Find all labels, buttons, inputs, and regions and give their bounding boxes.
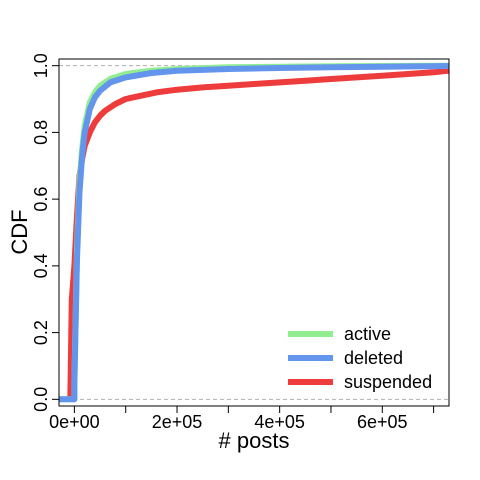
series-lines <box>59 62 450 403</box>
x-tick-label: 0e+00 <box>49 412 100 432</box>
y-axis: 0.0 0.2 0.4 0.6 0.8 1.0 <box>31 53 59 412</box>
plot-frame <box>58 58 450 407</box>
y-tick-label: 0.0 <box>31 387 51 412</box>
y-tick-label: 0.8 <box>31 120 51 145</box>
y-tick-label: 1.0 <box>31 53 51 78</box>
legend-label-suspended: suspended <box>344 372 432 392</box>
y-tick-label: 0.4 <box>31 253 51 278</box>
legend-label-deleted: deleted <box>344 348 403 368</box>
x-axis-label: # posts <box>219 428 290 453</box>
y-tick-label: 0.6 <box>31 187 51 212</box>
y-axis-label: CDF <box>7 209 32 254</box>
legend: active deleted suspended <box>288 324 432 392</box>
x-tick-label: 4e+05 <box>254 412 305 432</box>
x-tick-label: 2e+05 <box>152 412 203 432</box>
x-axis: 0e+00 2e+05 4e+05 6e+05 <box>49 406 435 432</box>
x-tick-label: 6e+05 <box>357 412 408 432</box>
series-line-deleted <box>59 63 450 403</box>
legend-label-active: active <box>344 324 391 344</box>
y-tick-label: 0.2 <box>31 320 51 345</box>
